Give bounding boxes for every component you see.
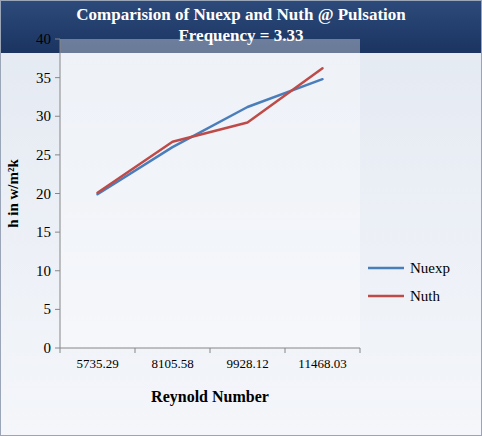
chart: Comparision of Nuexp and Nuth @ Pulsatio… — [0, 0, 482, 436]
y-tick — [55, 39, 60, 40]
x-tick — [135, 348, 136, 353]
y-tick-label: 30 — [36, 108, 51, 124]
y-tick-label: 25 — [36, 147, 51, 163]
y-tick-label: 0 — [44, 340, 52, 356]
y-axis-title: h in w/m²k — [5, 158, 21, 227]
y-tick-label: 40 — [36, 31, 51, 47]
x-tick-label: 5735.29 — [76, 356, 118, 371]
x-tick-label: 9928.12 — [226, 356, 268, 371]
plot-area — [60, 39, 360, 348]
series-line — [98, 68, 323, 192]
y-tick-label: 35 — [36, 70, 51, 86]
series-group — [98, 68, 323, 194]
x-tick — [285, 348, 286, 353]
y-tick — [55, 348, 60, 349]
x-tick — [60, 348, 61, 353]
title-line: Comparision of Nuexp and Nuth @ Pulsatio… — [76, 5, 406, 24]
legend-swatch — [368, 267, 404, 270]
y-tick-label: 15 — [36, 224, 51, 240]
x-axis-title: Reynold Number — [151, 388, 269, 406]
y-tick — [55, 309, 60, 310]
y-axis — [60, 39, 61, 348]
x-tick-label: 8105.58 — [151, 356, 193, 371]
y-tick — [55, 116, 60, 117]
y-tick-label: 10 — [36, 263, 51, 279]
y-tick — [55, 232, 60, 233]
legend-label: Nuexp — [410, 260, 450, 276]
legend-label: Nuth — [410, 288, 441, 304]
y-tick — [55, 193, 60, 194]
x-tick — [360, 348, 361, 353]
x-tick — [210, 348, 211, 353]
y-tick-label: 5 — [44, 301, 52, 317]
y-tick — [55, 270, 60, 271]
legend-swatch — [368, 295, 404, 298]
y-tick-label: 20 — [36, 186, 51, 202]
y-tick — [55, 154, 60, 155]
x-tick-label: 11468.03 — [298, 356, 346, 371]
y-tick — [55, 77, 60, 78]
x-axis — [60, 348, 360, 349]
series-line — [98, 79, 323, 194]
background — [1, 1, 482, 436]
